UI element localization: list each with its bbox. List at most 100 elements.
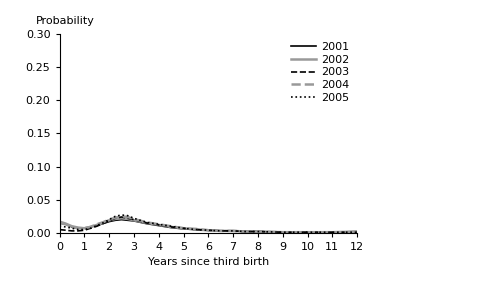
- 2002: [94, 223, 100, 227]
- 2004: [81, 227, 87, 230]
- 2004: [230, 229, 236, 233]
- 2005: [119, 213, 124, 217]
- 2004: [125, 215, 131, 219]
- 2005: [131, 217, 137, 220]
- 2004: [131, 217, 137, 221]
- 2002: [181, 227, 186, 230]
- Line: 2005: 2005: [60, 215, 357, 232]
- 2005: [181, 227, 186, 230]
- 2004: [193, 227, 199, 231]
- 2005: [75, 228, 81, 231]
- 2005: [168, 225, 174, 228]
- 2005: [305, 231, 310, 234]
- 2001: [69, 225, 75, 229]
- 2004: [168, 225, 174, 228]
- 2001: [106, 220, 112, 223]
- 2005: [69, 227, 75, 230]
- 2004: [305, 231, 310, 234]
- 2004: [119, 215, 124, 218]
- 2001: [143, 222, 149, 225]
- 2002: [193, 228, 199, 231]
- 2002: [354, 230, 360, 233]
- 2004: [329, 231, 335, 234]
- 2001: [218, 229, 224, 233]
- 2003: [75, 229, 81, 233]
- 2001: [255, 230, 261, 233]
- 2005: [81, 228, 87, 231]
- 2005: [218, 229, 224, 233]
- 2003: [131, 218, 137, 221]
- 2003: [69, 229, 75, 233]
- 2001: [354, 230, 360, 233]
- 2004: [354, 231, 360, 234]
- 2002: [218, 229, 224, 233]
- Line: 2001: 2001: [60, 220, 357, 232]
- 2005: [255, 230, 261, 233]
- 2004: [62, 223, 68, 226]
- 2004: [106, 218, 112, 221]
- 2001: [112, 219, 118, 222]
- 2003: [62, 229, 68, 232]
- 2003: [94, 225, 100, 228]
- 2003: [125, 217, 131, 220]
- 2001: [57, 221, 62, 225]
- 2001: [193, 228, 199, 231]
- 2003: [57, 228, 62, 231]
- 2002: [329, 231, 335, 234]
- 2004: [205, 229, 211, 232]
- 2001: [94, 224, 100, 227]
- 2003: [156, 223, 162, 227]
- 2001: [62, 223, 68, 226]
- 2003: [205, 229, 211, 232]
- 2004: [69, 225, 75, 229]
- 2002: [57, 220, 62, 223]
- 2001: [168, 226, 174, 229]
- 2005: [354, 231, 360, 234]
- 2004: [280, 231, 286, 234]
- 2002: [69, 225, 75, 228]
- 2001: [205, 229, 211, 232]
- 2003: [143, 221, 149, 225]
- 2002: [255, 230, 261, 233]
- 2003: [112, 217, 118, 220]
- 2001: [181, 227, 186, 231]
- 2005: [100, 221, 106, 225]
- Line: 2002: 2002: [60, 218, 357, 232]
- 2001: [230, 229, 236, 233]
- 2005: [329, 231, 335, 234]
- 2003: [87, 227, 93, 230]
- 2002: [230, 229, 236, 233]
- 2005: [193, 228, 199, 231]
- 2002: [62, 222, 68, 225]
- 2002: [156, 223, 162, 227]
- 2004: [143, 221, 149, 224]
- 2002: [125, 217, 131, 221]
- 2002: [81, 227, 87, 230]
- 2001: [125, 219, 131, 222]
- 2005: [280, 231, 286, 234]
- Legend: 2001, 2002, 2003, 2004, 2005: 2001, 2002, 2003, 2004, 2005: [289, 40, 352, 105]
- 2001: [243, 230, 248, 233]
- 2003: [81, 229, 87, 232]
- 2001: [305, 231, 310, 234]
- 2004: [100, 221, 106, 224]
- 2004: [218, 229, 224, 233]
- 2001: [75, 227, 81, 230]
- 2001: [100, 222, 106, 225]
- 2003: [218, 229, 224, 233]
- 2003: [193, 228, 199, 231]
- 2001: [131, 219, 137, 223]
- 2005: [205, 229, 211, 232]
- Line: 2004: 2004: [60, 216, 357, 232]
- 2005: [143, 221, 149, 224]
- 2005: [87, 227, 93, 230]
- 2003: [168, 225, 174, 229]
- 2001: [156, 224, 162, 227]
- 2004: [75, 227, 81, 230]
- 2003: [305, 231, 310, 234]
- 2002: [131, 219, 137, 222]
- 2002: [87, 225, 93, 229]
- 2005: [94, 224, 100, 227]
- 2005: [57, 225, 62, 228]
- 2004: [94, 223, 100, 226]
